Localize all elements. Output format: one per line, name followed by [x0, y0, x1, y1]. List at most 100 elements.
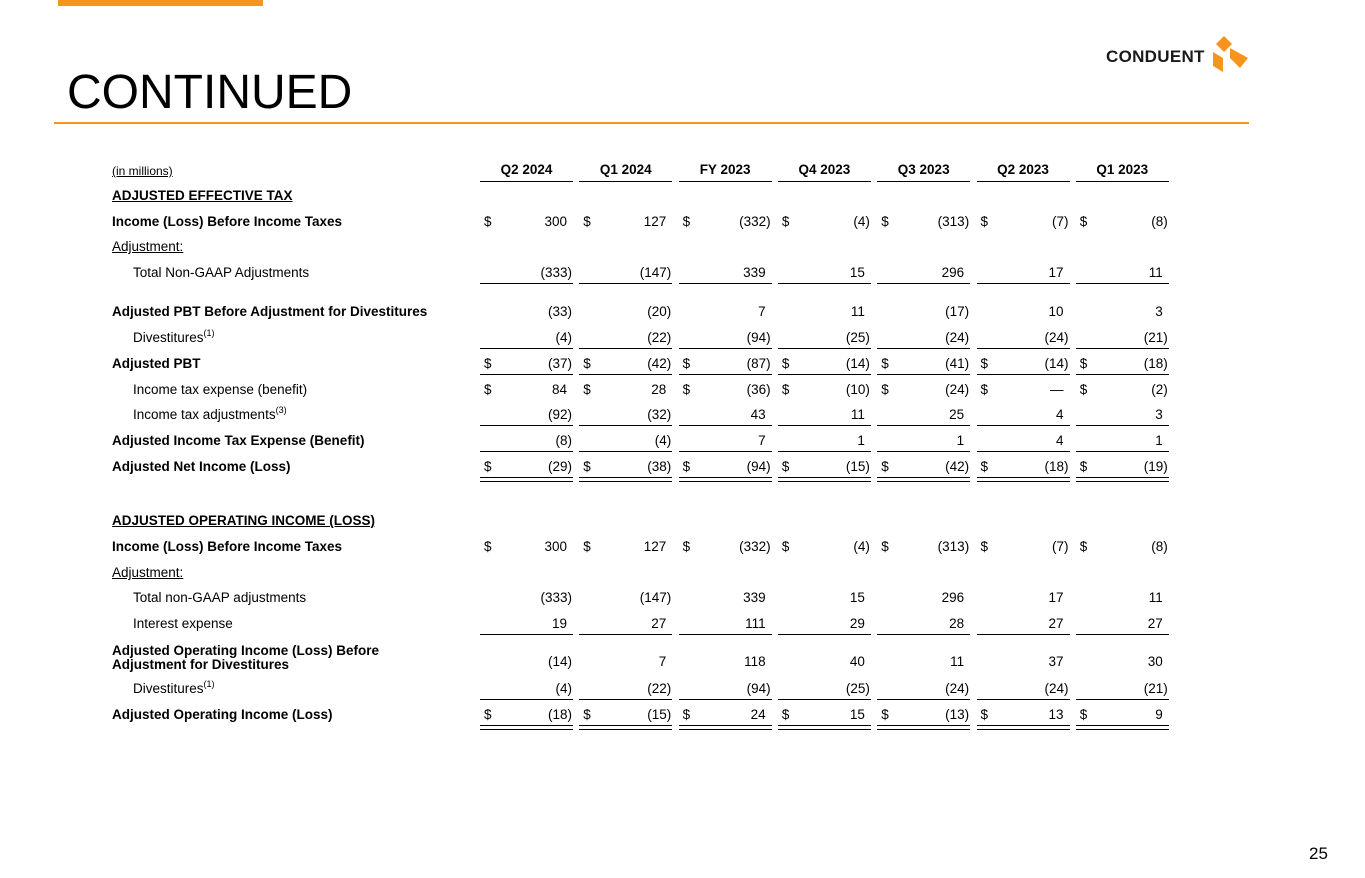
rule [877, 634, 971, 635]
row-label: Total Non-GAAP Adjustments [133, 266, 309, 280]
rule [1075, 480, 1169, 482]
currency: $ [583, 539, 591, 554]
logo-icon [1213, 36, 1248, 72]
value: (18) [1143, 356, 1168, 371]
rule [1075, 477, 1169, 478]
section-title: ADJUSTED OPERATING INCOME (LOSS) [112, 513, 376, 528]
unit-label: (in millions) [112, 164, 173, 178]
value: (24) [945, 330, 970, 345]
rule [777, 451, 871, 452]
value: 15 [849, 590, 865, 605]
label-text: Interest expense [133, 616, 233, 631]
value: (24) [945, 681, 970, 696]
currency: $ [781, 382, 790, 397]
rule [1075, 283, 1169, 284]
value: 1 [1155, 433, 1163, 448]
value: 296 [941, 590, 965, 605]
value: (8) [1151, 539, 1168, 554]
value: 29 [849, 616, 865, 631]
rule [976, 728, 1070, 730]
row-label: Adjusted Operating Income (Loss) Before … [112, 644, 379, 672]
value: 13 [1048, 707, 1064, 722]
currency: $ [980, 214, 989, 229]
value: (15) [845, 459, 870, 474]
header-rule [480, 181, 573, 182]
value: (24) [1044, 330, 1069, 345]
rule [480, 634, 573, 635]
value: 4 [1055, 407, 1064, 422]
value: (20) [647, 304, 672, 319]
header-rule [877, 181, 971, 182]
column-header: Q1 2024 [599, 162, 652, 177]
value: 27 [1147, 616, 1163, 631]
row-label: Adjusted Operating Income (Loss) [112, 708, 333, 722]
rule [678, 480, 772, 482]
value: (14) [845, 356, 870, 371]
label-text: Adjustment: [112, 565, 184, 580]
value: (22) [647, 681, 672, 696]
currency: $ [881, 707, 889, 722]
rule [678, 348, 772, 349]
rule [777, 425, 871, 426]
label-text: Income tax adjustments [133, 407, 276, 422]
currency: $ [1079, 214, 1088, 229]
rule [1075, 425, 1169, 426]
value: 7 [758, 433, 766, 448]
currency: $ [881, 214, 889, 229]
value: (18) [547, 707, 572, 722]
header-rule [579, 181, 673, 182]
section-title: ADJUSTED EFFECTIVE TAX [112, 188, 293, 203]
rule [976, 374, 1070, 375]
currency: $ [1079, 382, 1088, 397]
rule [877, 348, 971, 349]
value: 25 [949, 407, 965, 422]
rule [480, 699, 573, 700]
rule [777, 348, 871, 349]
currency: $ [980, 707, 989, 722]
value: (4) [555, 330, 573, 345]
value: 339 [743, 590, 766, 605]
label-text: Income (Loss) Before Income Taxes [112, 539, 343, 554]
rule [480, 480, 573, 482]
rule [777, 480, 871, 482]
row-label: Interest expense [133, 617, 233, 631]
rule [579, 634, 673, 635]
value: 27 [1048, 616, 1064, 631]
value: (38) [647, 459, 672, 474]
rule [480, 425, 573, 426]
header-rule [1075, 181, 1169, 182]
rule [678, 283, 772, 284]
value: 118 [744, 654, 766, 669]
currency: $ [682, 356, 691, 371]
column-header: Q3 2023 [897, 162, 950, 177]
value: (147) [639, 265, 672, 280]
row-label: Income (Loss) Before Income Taxes [112, 540, 342, 554]
footnote-ref: (1) [203, 328, 215, 338]
value: (2) [1151, 382, 1168, 397]
currency: $ [881, 356, 889, 371]
value: (24) [1044, 681, 1069, 696]
value: (42) [945, 459, 970, 474]
currency: $ [1079, 707, 1088, 722]
value: (17) [945, 304, 970, 319]
rule [480, 283, 573, 284]
currency: $ [881, 459, 889, 474]
rule [777, 634, 871, 635]
rule [579, 451, 673, 452]
currency: $ [781, 214, 790, 229]
rule [976, 699, 1070, 700]
row-label: Income tax adjustments(3) [133, 406, 287, 422]
currency: $ [583, 382, 591, 397]
value: 15 [849, 265, 865, 280]
value: (37) [547, 356, 572, 371]
column-header: Q1 2023 [1096, 162, 1149, 177]
value: 43 [750, 407, 766, 422]
value: 1 [857, 433, 865, 448]
rule [877, 725, 971, 726]
label-text: Adjusted Operating Income (Loss) [112, 707, 333, 722]
value: (332) [739, 539, 771, 554]
value: (333) [540, 590, 572, 605]
title-rule [54, 122, 1249, 124]
value: (41) [945, 356, 970, 371]
currency: $ [980, 356, 989, 371]
